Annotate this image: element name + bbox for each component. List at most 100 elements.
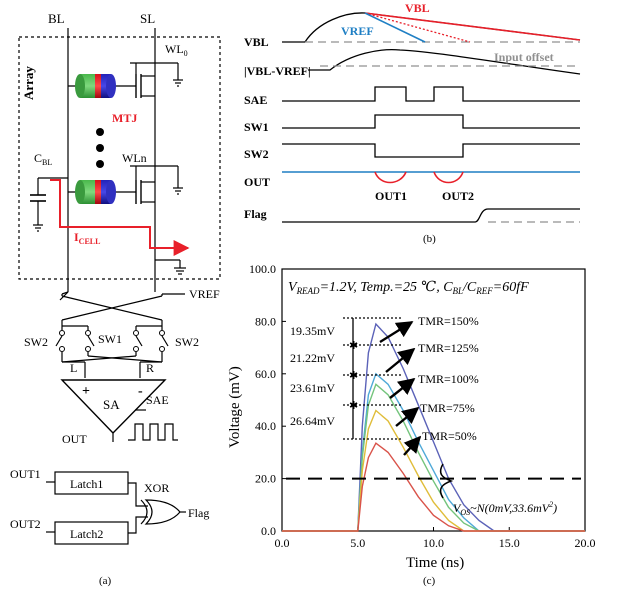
sw1-waveform [282,114,580,129]
signal-label: |VBL-VREF| [244,64,311,78]
signal-label: Flag [244,207,267,221]
ellipsis-dot [96,128,104,136]
y-tick-label: 20.0 [255,472,276,486]
y-tick-label: 80.0 [255,314,276,328]
xor-label: XOR [144,481,169,495]
wln-label: WLn [122,151,147,165]
icell-label: ICELL [74,230,100,246]
sw2-right-label: SW2 [175,335,199,349]
y-tick-label: 60.0 [255,367,276,381]
y-tick-label: 40.0 [255,419,276,433]
tmr-label: TMR=125% [418,341,479,355]
vbl-waveform [282,12,581,43]
sl-ground [155,259,186,275]
series-line-tmr50 [282,442,585,532]
tmr-arrow [395,406,420,427]
gap-label-3: 23.61mV [290,381,335,395]
svg-text:✱: ✱ [349,400,358,412]
diff-waveform [308,48,581,75]
x-axis-label: Time (ns) [406,555,464,571]
out1-pulse [374,171,407,184]
gap-label-2: 21.22mV [290,351,335,365]
plot-frame [281,268,586,532]
flag-waveform [282,208,580,223]
sae-waveform [282,86,580,102]
signal-label: SW1 [244,120,269,134]
x-tick-label: 15.0 [499,536,520,550]
cbl-capacitor [30,177,68,232]
mtj-cell-0 [68,62,183,98]
latch2-label: Latch2 [70,527,103,541]
peak-gap-bracket: ✱ ✱ ✱ [343,317,403,440]
caption-c: (c) [423,575,436,587]
out1-pulse-label: OUT1 [375,189,407,203]
ellipsis-dot [96,144,104,152]
tmr-arrow [385,347,416,373]
l-label: L [70,361,77,375]
x-tick-label: 0.0 [275,536,290,550]
vbl-red-line [364,12,581,41]
xor-gate [144,499,181,525]
sl-label: SL [140,11,155,26]
panel-b-timing: VBL |VBL-VREF| SAE SW1 SW2 OUT Flag VBL VREF I… [244,1,581,245]
out-label: OUT [62,432,87,446]
tmr-arrow [389,377,416,399]
y-tick-label: 0.0 [261,524,276,538]
sw1-label: SW1 [98,332,122,346]
gap-label-1: 19.35mV [290,324,335,338]
cbl-label: CBL [34,151,52,167]
sae-pulse-icon [128,423,178,441]
x-tick-label: 10.0 [423,536,444,550]
vref-label: VREF [189,287,220,301]
gap-label-4: 26.64mV [290,414,335,428]
signal-label: OUT [244,175,270,189]
vbl-tag: VBL [405,1,430,15]
switch-network [55,291,185,378]
mtj-cell-n [68,165,183,204]
svg-text:✱: ✱ [349,370,358,382]
tmr-arrow [379,320,414,344]
caption-b: (b) [423,233,436,245]
out1-label: OUT1 [10,467,41,481]
tmr-label: TMR=50% [422,429,477,443]
sa-label: SA [103,397,120,412]
x-tick-label: 5.0 [350,536,365,550]
sw2-waveform [282,143,580,158]
out2-pulse [433,171,464,184]
latch2-to-xor [128,516,148,534]
array-label: Array [21,66,36,100]
out2-label: OUT2 [10,517,41,531]
input-offset-label: Input offset [494,50,554,64]
signal-label: SAE [244,93,267,107]
vos-brace [439,463,454,499]
condition-annotation: VREAD=1.2V, Temp.=25 ℃, CBL/CREF=60fF [288,280,529,296]
sense-amp [60,379,167,435]
y-axis-label: Voltage (mV) [227,366,243,448]
latch1-to-xor [128,482,148,507]
vref-blue-line [364,12,426,43]
sa-minus: - [138,384,143,399]
tmr-label: TMR=75% [420,401,475,415]
signal-label: VBL [244,35,269,49]
caption-a: (a) [99,575,112,587]
ellipsis-dot [96,160,104,168]
out2-pulse-label: OUT2 [442,189,474,203]
signal-label: SW2 [244,147,269,161]
r-label: R [146,361,154,375]
sa-plus: + [82,384,90,399]
svg-text:✱: ✱ [349,340,358,352]
tmr-arrow [403,435,422,456]
sae-label: SAE [146,393,169,407]
wl0-label: WL0 [165,42,188,58]
sw2-left-label: SW2 [24,335,48,349]
panel-a-circuit: BL SL Array WL0 [10,11,221,587]
vos-label: VOS~N(0mV,33.6mV2) [453,500,557,517]
panel-c-chart: 0.0 5.0 10.0 15.0 20.0 0.0 20.0 40.0 60.0 80.0 100… [227,262,596,587]
array-box [18,36,221,280]
mtj-label: MTJ [112,111,137,125]
x-tick-label: 20.0 [575,536,596,550]
latch1-label: Latch1 [70,477,103,491]
vref-tag: VREF [341,24,374,38]
icell-path [50,179,190,256]
